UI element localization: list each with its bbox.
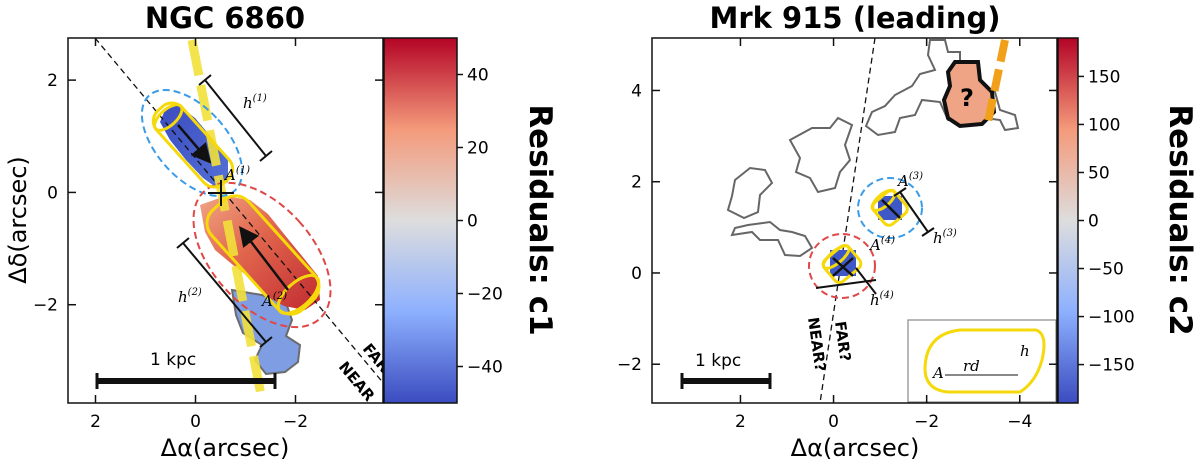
colorbar-tick-label: 0 [467,212,478,232]
x-tick-label: 0 [828,412,839,432]
left-colorbar-label: Residuals: c1 [522,104,558,335]
left-arrow-2 [238,226,289,291]
right-colorbar [1057,37,1079,404]
colorbar-tick-label: 20 [467,139,489,159]
right-panel: Mrk 915 (leading) ? [617,1,1198,462]
right-far-label: FAR? [831,320,854,363]
colorbar-tick-label: −20 [467,285,503,305]
right-arrow-3 [881,199,901,219]
x-tick-label: −2 [283,412,308,432]
right-title: Mrk 915 (leading) [710,1,1001,35]
inset-rd-label: rd [963,357,980,375]
contour-lower [730,220,814,258]
right-red-ellipse [808,233,876,299]
left-h2-label: h(2) [178,287,202,306]
left-A2-label: A(2) [260,291,287,310]
x-tick-label: −2 [914,412,939,432]
inset-h-label: h [1020,342,1030,360]
y-tick-label: 2 [47,71,58,91]
right-near-label: NEAR? [804,316,829,373]
contour-mid [788,116,854,194]
colorbar-tick-label: 50 [1088,163,1110,183]
y-tick-label: 0 [47,183,58,203]
left-yellow-axis [187,39,267,401]
left-ylabel: Δδ(arcsec) [4,156,32,284]
colorbar-tick-label: −50 [1088,260,1124,280]
region-question [941,60,997,129]
right-A3-label: A(3) [896,171,923,190]
x-tick-label: 2 [90,412,101,432]
right-scalebar-label: 1 kpc [695,351,741,371]
right-h4-marker [815,267,877,295]
right-colorbar-label: Residuals: c2 [1162,104,1198,335]
right-question-label: ? [960,84,974,112]
right-blue-ellipse [857,177,923,239]
x-tick-label: 0 [190,412,201,432]
left-blue-ellipse [140,88,244,198]
left-red-ellipse [192,181,332,329]
right-frame [651,37,1058,404]
right-h3-marker [893,187,935,237]
inset-A-label: A [931,364,944,382]
left-h1-label: h(1) [243,93,267,112]
right-colorbar-ticks: 150 100 50 0 −50 −100 −150 [1078,67,1135,376]
left-colorbar-ticks: 40 20 0 −20 −40 [457,66,503,378]
left-colorbar [383,37,458,404]
colorbar-tick-label: 150 [1088,67,1120,87]
region-blue-4 [830,250,856,276]
left-frame [67,37,384,404]
left-ticks: 2 0 −2 2 0 −2 [33,38,383,432]
right-xlabel: Δα(arcsec) [791,434,920,462]
left-title: NGC 6860 [145,1,305,35]
left-cylinder-2 [205,194,321,316]
left-scalebar-label: 1 kpc [150,350,196,370]
colorbar-tick-label: 40 [467,66,489,86]
right-orange-axis [984,39,1009,123]
contour-left [726,166,774,220]
y-tick-label: 0 [631,264,642,284]
right-ticks: 2 0 −2 −4 4 2 0 −2 [617,38,1057,432]
colorbar-tick-label: 100 [1088,115,1120,135]
left-panel: NGC 6860 [4,1,558,462]
right-inset: A h rd [907,319,1057,403]
left-cylinder-1 [151,101,235,189]
colorbar-tick-label: −40 [467,358,503,378]
right-h4-label: h(4) [870,290,894,309]
y-tick-label: −2 [617,355,642,375]
x-tick-label: 2 [735,412,746,432]
right-map: ? [680,38,1057,403]
right-arrow-4b [832,257,854,277]
y-tick-label: 2 [631,173,642,193]
left-A1-label: A(1) [223,165,250,184]
y-tick-label: −2 [33,296,58,316]
right-axis-line [819,38,876,403]
left-arrow-1 [177,124,212,164]
x-tick-label: −4 [1007,412,1032,432]
y-tick-label: 4 [631,81,642,101]
left-map: h(1) A(1) h(2) A(2) FAR NEAR 1 kpc [94,38,383,403]
right-A4-label: A(4) [868,235,895,254]
colorbar-tick-label: −100 [1088,308,1135,328]
left-h2-marker [176,237,273,348]
left-xlabel: Δα(arcsec) [161,434,290,462]
colorbar-tick-label: 0 [1088,212,1099,232]
right-h3-label: h(3) [933,228,957,247]
colorbar-tick-label: −150 [1088,356,1135,376]
left-h1-marker [198,74,273,162]
